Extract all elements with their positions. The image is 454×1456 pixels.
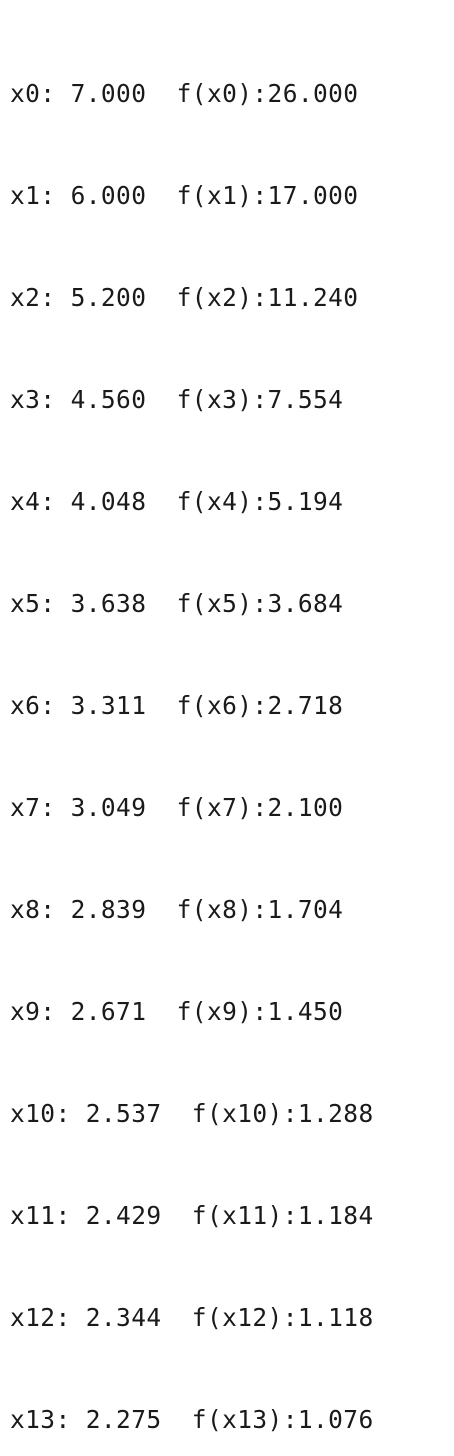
- output-line-x5: x5: 3.638 f(x5):3.684: [10, 589, 344, 618]
- output-line-x10: x10: 2.537 f(x10):1.288: [10, 1099, 374, 1128]
- output-line-x7: x7: 3.049 f(x7):2.100: [10, 793, 344, 822]
- output-line-x4: x4: 4.048 f(x4):5.194: [10, 487, 344, 516]
- output-line-x2: x2: 5.200 f(x2):11.240: [10, 283, 359, 312]
- output-line-x8: x8: 2.839 f(x8):1.704: [10, 895, 344, 924]
- output-line-x12: x12: 2.344 f(x12):1.118: [10, 1303, 374, 1332]
- output-line-x1: x1: 6.000 f(x1):17.000: [10, 181, 359, 210]
- console-output: x0: 7.000 f(x0):26.000 x1: 6.000 f(x1):1…: [10, 9, 450, 1456]
- output-line-x9: x9: 2.671 f(x9):1.450: [10, 997, 344, 1026]
- output-line-x0: x0: 7.000 f(x0):26.000: [10, 79, 359, 108]
- output-line-x13: x13: 2.275 f(x13):1.076: [10, 1405, 374, 1434]
- output-line-x3: x3: 4.560 f(x3):7.554: [10, 385, 344, 414]
- output-line-x11: x11: 2.429 f(x11):1.184: [10, 1201, 374, 1230]
- output-line-x6: x6: 3.311 f(x6):2.718: [10, 691, 344, 720]
